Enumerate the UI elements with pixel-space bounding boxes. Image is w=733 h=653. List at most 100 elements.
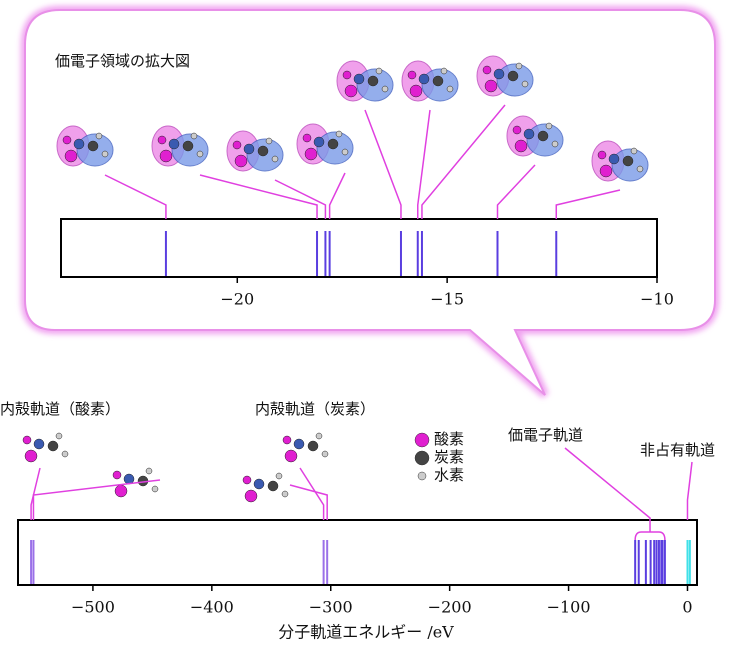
atom xyxy=(419,74,429,84)
atom xyxy=(25,450,37,462)
x-tick-label: −10 xyxy=(640,290,674,309)
legend-swatch xyxy=(418,472,426,480)
leader xyxy=(300,468,324,520)
atom xyxy=(169,139,179,149)
atom xyxy=(48,441,58,451)
plot-frame xyxy=(61,219,657,277)
atom xyxy=(191,133,197,139)
atom xyxy=(115,485,127,497)
atom xyxy=(598,151,606,159)
legend-label: 炭素 xyxy=(434,448,464,466)
atom xyxy=(124,474,134,484)
annotation: 非占有軌道 xyxy=(640,441,715,459)
atom xyxy=(276,473,282,479)
legend-swatch xyxy=(415,433,429,447)
legend-swatch xyxy=(415,451,429,465)
x-tick-label: 0 xyxy=(682,598,692,617)
inset-title: 価電子領域の拡大図 xyxy=(55,52,190,70)
atom xyxy=(23,436,31,444)
annotation: 価電子軌道 xyxy=(508,426,583,444)
annotation: 内殻軌道（炭素） xyxy=(255,400,375,418)
atom xyxy=(382,86,388,92)
atom xyxy=(308,441,318,451)
atom xyxy=(152,486,158,492)
leader xyxy=(687,462,692,520)
atom xyxy=(254,479,264,489)
atom xyxy=(113,471,121,479)
atom xyxy=(96,133,102,139)
atom xyxy=(303,134,311,142)
atom xyxy=(235,155,247,167)
atom xyxy=(160,150,172,162)
leader xyxy=(33,480,160,520)
atom xyxy=(513,126,521,134)
atom xyxy=(62,451,68,457)
atom xyxy=(197,151,203,157)
x-axis-label: 分子軌道エネルギー /eV xyxy=(278,623,454,642)
atom xyxy=(508,71,518,81)
atom xyxy=(483,66,491,74)
atom xyxy=(631,148,637,154)
atom xyxy=(65,150,77,162)
atom xyxy=(336,131,342,137)
atom xyxy=(305,148,317,160)
x-tick-label: −500 xyxy=(71,598,115,617)
x-tick-label: −100 xyxy=(547,598,591,617)
atom xyxy=(268,481,278,491)
atom xyxy=(63,136,71,144)
atom xyxy=(233,141,241,149)
atom xyxy=(410,85,422,97)
atom xyxy=(376,68,382,74)
atom xyxy=(146,468,152,474)
atom xyxy=(322,451,328,457)
atom xyxy=(441,68,447,74)
atom xyxy=(538,131,548,141)
x-tick-label: −200 xyxy=(428,598,472,617)
atom xyxy=(283,436,291,444)
atom xyxy=(433,76,443,86)
atom xyxy=(343,71,351,79)
atom xyxy=(552,141,558,147)
atom xyxy=(158,136,166,144)
atom xyxy=(244,144,254,154)
atom xyxy=(314,137,324,147)
atom xyxy=(485,80,497,92)
atom xyxy=(546,123,552,129)
plot-frame xyxy=(18,520,697,585)
atom xyxy=(243,476,251,484)
atom xyxy=(102,151,108,157)
atom xyxy=(272,156,278,162)
atom xyxy=(88,141,98,151)
x-tick-label: −20 xyxy=(220,290,254,309)
atom xyxy=(245,490,257,502)
atom xyxy=(74,139,84,149)
atom xyxy=(56,433,62,439)
atom xyxy=(524,129,534,139)
atom xyxy=(285,450,297,462)
atom xyxy=(609,154,619,164)
atom xyxy=(494,69,504,79)
atom xyxy=(637,166,643,172)
x-tick-label: −15 xyxy=(430,290,464,309)
atom xyxy=(266,138,272,144)
atom xyxy=(368,76,378,86)
atom xyxy=(34,439,44,449)
atom xyxy=(345,85,357,97)
atom xyxy=(516,63,522,69)
figure: 価電子領域の拡大図 内殻軌道（酸素） 内殻軌道（炭素） 価電子軌道 非占有軌道 … xyxy=(0,0,733,653)
atom xyxy=(328,139,338,149)
atom xyxy=(354,74,364,84)
atom xyxy=(623,156,633,166)
atom xyxy=(342,149,348,155)
atom xyxy=(316,433,322,439)
atom xyxy=(408,71,416,79)
atom xyxy=(447,86,453,92)
x-tick-label: −400 xyxy=(190,598,234,617)
annotation: 内殻軌道（酸素） xyxy=(0,400,120,418)
atom xyxy=(522,81,528,87)
legend-label: 酸素 xyxy=(434,430,464,448)
legend-label: 水素 xyxy=(434,466,464,484)
atom xyxy=(183,141,193,151)
atom xyxy=(294,439,304,449)
atom xyxy=(282,491,288,497)
